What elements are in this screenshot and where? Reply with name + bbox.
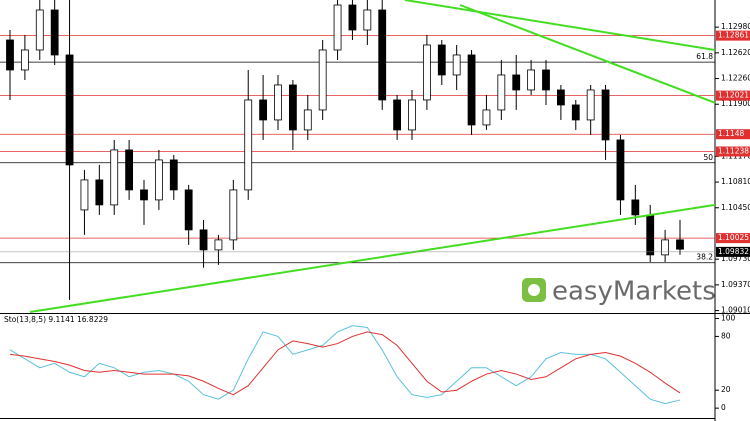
- candle-body: [303, 109, 312, 131]
- candles: [6, 0, 684, 300]
- candle-body: [422, 44, 431, 101]
- candle-body: [616, 139, 625, 201]
- candle-body: [274, 84, 282, 121]
- y-tick-label: 80: [721, 331, 731, 340]
- stochastic-line: [9, 325, 681, 405]
- candle-body: [601, 89, 610, 141]
- trendline: [29, 203, 716, 313]
- candle-body: [393, 99, 402, 131]
- candle-body: [199, 229, 208, 251]
- candle-body: [244, 99, 253, 191]
- candle-body: [676, 239, 684, 250]
- candle-body: [65, 54, 74, 166]
- candle-body: [497, 74, 506, 111]
- logo-dot: [528, 284, 540, 296]
- candle-body: [348, 4, 357, 31]
- y-tick-label: 1.11900: [721, 99, 750, 108]
- y-tick-label: 100: [721, 313, 736, 322]
- candle-body: [259, 99, 268, 121]
- fib-label: 61.8: [696, 52, 713, 61]
- level-label: 1.1148: [718, 129, 744, 138]
- level-tag: [716, 30, 750, 41]
- watermark-text: easyMarkets: [552, 277, 716, 307]
- candle-body: [154, 159, 163, 201]
- candle-body: [408, 99, 416, 131]
- candle-body: [35, 9, 44, 51]
- level-label: 1.12861: [718, 31, 749, 40]
- candle-body: [571, 104, 580, 121]
- candle-body: [6, 39, 14, 71]
- candle-body: [229, 189, 238, 241]
- candle-body: [661, 239, 670, 256]
- candle-body: [467, 54, 476, 126]
- level-tag: [716, 129, 750, 140]
- fib-label: 50: [703, 153, 713, 162]
- candle-body: [140, 189, 148, 201]
- candle-body: [527, 69, 536, 91]
- candle-body: [50, 9, 59, 56]
- y-tick-label: 1.12260: [721, 74, 750, 83]
- candle-body: [452, 54, 461, 76]
- trendline: [459, 4, 716, 104]
- level-tag: [716, 146, 750, 157]
- candle-body: [214, 239, 223, 251]
- candle-body: [125, 149, 134, 191]
- candle-body: [542, 69, 550, 91]
- y-tick-label: 0: [721, 403, 726, 412]
- candle-body: [363, 9, 372, 31]
- y-tick-label: 1.09730: [721, 254, 750, 263]
- candle-body: [646, 214, 655, 256]
- level-label: 1.11238: [718, 147, 749, 156]
- current-price-label: 1.09832: [718, 247, 749, 256]
- level-label: 1.10025: [718, 233, 749, 242]
- candle-body: [288, 84, 297, 131]
- y-tick-label: 1.09370: [721, 280, 750, 289]
- candle-body: [512, 74, 521, 91]
- candle-body: [20, 49, 29, 71]
- y-tick-label: 1.10810: [721, 177, 750, 186]
- candle-body: [318, 49, 327, 111]
- candle-body: [631, 199, 640, 216]
- candle-body: [482, 109, 491, 126]
- y-tick-label: 20: [721, 385, 731, 394]
- candle-body: [333, 4, 342, 51]
- level-tag: [716, 90, 750, 101]
- y-tick-label: 1.12980: [721, 22, 750, 31]
- y-tick-label: 1.10450: [721, 203, 750, 212]
- stochastic-line: [9, 331, 681, 396]
- candle-body: [586, 89, 595, 121]
- candle-body: [80, 179, 89, 211]
- candle-body: [95, 179, 104, 206]
- fib-label: 38.2: [696, 253, 713, 262]
- candle-body: [437, 44, 446, 76]
- watermark: easyMarkets: [522, 277, 716, 307]
- candle-body: [556, 89, 565, 106]
- level-label: 1.12021: [718, 91, 749, 100]
- candle-body: [184, 189, 193, 231]
- candle-body: [110, 149, 119, 206]
- current-price-tag: [716, 246, 750, 257]
- candle-body: [378, 9, 387, 101]
- candle-body: [169, 159, 178, 191]
- trendline: [404, 0, 716, 51]
- indicator-title: Sto(13,8,5) 9.1141 16.8229: [4, 315, 108, 324]
- y-tick-label: 1.09010: [721, 306, 750, 315]
- y-tick-label: 1.12620: [721, 48, 750, 57]
- level-tag: [716, 233, 750, 244]
